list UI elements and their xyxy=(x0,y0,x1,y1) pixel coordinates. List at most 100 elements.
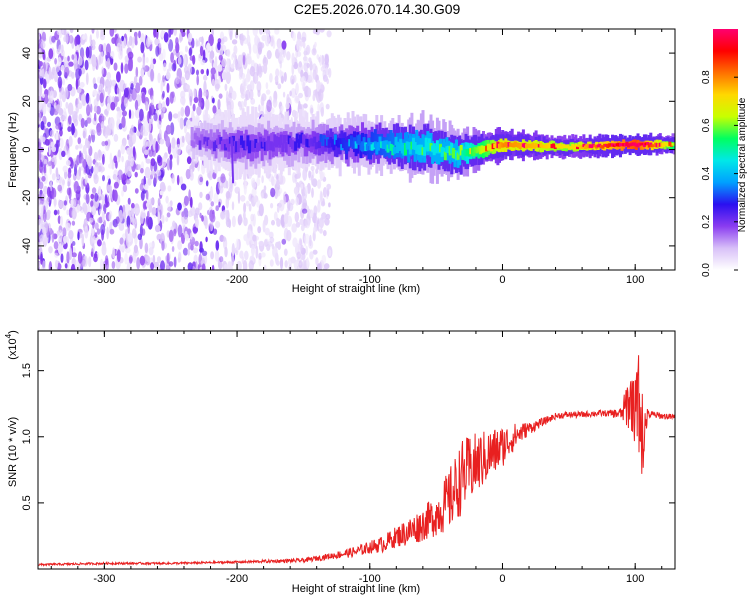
signal-cell xyxy=(412,137,415,150)
noise-blob xyxy=(57,184,62,192)
signal-cell xyxy=(211,140,215,149)
signal-cell xyxy=(421,147,425,156)
signal-cell xyxy=(548,144,552,149)
noise-blob xyxy=(65,222,71,232)
signal-cell xyxy=(622,143,626,147)
noise-blob xyxy=(248,260,254,270)
noise-blob xyxy=(287,202,294,212)
noise-blob xyxy=(170,52,175,63)
signal-cell xyxy=(442,138,446,156)
noise-blob xyxy=(150,56,154,70)
noise-blob xyxy=(199,191,203,199)
noise-blob xyxy=(306,257,309,269)
signal-cell xyxy=(222,139,226,150)
noise-blob xyxy=(312,29,319,35)
noise-blob xyxy=(60,115,66,121)
signal-cell xyxy=(332,140,336,151)
noise-blob xyxy=(303,103,308,109)
noise-blob xyxy=(205,180,209,187)
noise-blob xyxy=(316,54,320,60)
noise-blob xyxy=(211,78,215,87)
noise-blob xyxy=(244,180,248,190)
noise-blob xyxy=(281,238,287,245)
noise-blob xyxy=(243,98,247,108)
signal-cell xyxy=(337,138,341,148)
signal-cell xyxy=(480,145,484,154)
signal-cell xyxy=(399,138,403,151)
noise-blob xyxy=(257,226,262,234)
signal-cell xyxy=(426,142,430,152)
noise-blob xyxy=(201,263,206,270)
noise-blob xyxy=(268,231,274,239)
signal-cell xyxy=(362,140,366,155)
noise-blob xyxy=(210,251,215,260)
noise-blob xyxy=(91,29,95,34)
noise-blob xyxy=(136,257,141,270)
signal-cell xyxy=(283,135,286,144)
noise-blob xyxy=(218,201,221,208)
noise-blob xyxy=(245,200,250,207)
signal-cell xyxy=(362,137,366,146)
noise-blob xyxy=(104,255,109,266)
noise-blob xyxy=(144,242,149,254)
signal-cell xyxy=(671,142,675,146)
signal-cell xyxy=(322,135,326,146)
noise-blob xyxy=(281,40,287,50)
noise-blob xyxy=(64,263,68,269)
noise-blob xyxy=(169,154,173,161)
noise-blob xyxy=(67,83,73,92)
noise-blob xyxy=(68,34,74,44)
noise-blob xyxy=(194,240,199,247)
noise-blob xyxy=(82,144,87,155)
noise-blob xyxy=(226,58,229,70)
noise-blob xyxy=(75,68,81,80)
noise-blob xyxy=(125,178,131,185)
noise-blob xyxy=(269,236,275,243)
signal-cell xyxy=(348,139,352,147)
signal-cell xyxy=(351,140,355,149)
noise-blob xyxy=(271,243,275,250)
noise-blob xyxy=(115,160,118,169)
noise-blob xyxy=(294,95,300,104)
noise-blob xyxy=(104,86,108,93)
noise-blob xyxy=(38,84,42,93)
signal-cell xyxy=(247,142,251,154)
noise-blob xyxy=(51,35,56,43)
spectrogram-xtick-label: -100 xyxy=(359,274,381,286)
noise-blob xyxy=(86,182,89,188)
signal-cell xyxy=(246,135,250,147)
noise-blob xyxy=(317,103,320,113)
noise-blob xyxy=(40,251,43,261)
signal-cell xyxy=(319,133,323,152)
signal-cell xyxy=(289,138,293,147)
noise-blob xyxy=(53,209,58,216)
signal-cell xyxy=(193,132,197,140)
signal-cell xyxy=(220,140,224,150)
noise-blob xyxy=(153,173,158,185)
signal-cell xyxy=(413,142,417,150)
signal-cell xyxy=(470,147,474,157)
signal-cell xyxy=(512,142,516,148)
signal-cell xyxy=(617,142,621,147)
signal-cell xyxy=(528,143,532,148)
signal-cell xyxy=(544,144,548,149)
signal-cell xyxy=(612,144,616,147)
noise-blob xyxy=(63,56,68,67)
noise-blob xyxy=(50,187,57,200)
snr-xtick-label: 0 xyxy=(499,573,505,585)
signal-cell xyxy=(561,144,565,149)
noise-blob xyxy=(258,240,264,246)
noise-blob xyxy=(300,183,304,190)
noise-blob xyxy=(190,169,193,177)
noise-blob xyxy=(94,112,97,122)
noise-blob xyxy=(316,79,321,92)
signal-cell xyxy=(652,144,656,147)
noise-blob xyxy=(76,185,81,191)
noise-blob xyxy=(160,29,165,38)
signal-cell xyxy=(467,148,471,157)
signal-cell xyxy=(579,144,583,149)
noise-blob xyxy=(67,177,72,187)
noise-blob xyxy=(153,112,158,122)
noise-blob xyxy=(265,29,269,35)
noise-blob xyxy=(221,58,227,68)
